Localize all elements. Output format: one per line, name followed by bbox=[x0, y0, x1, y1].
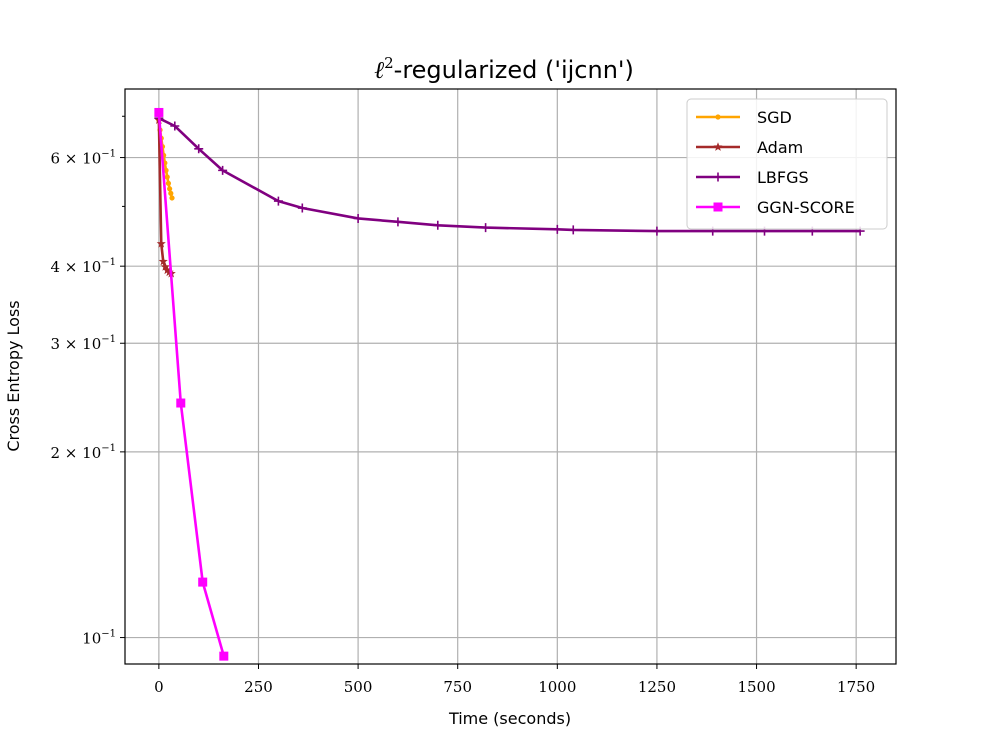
data-point-ggn-score bbox=[176, 398, 186, 408]
data-point-sgd bbox=[164, 174, 170, 180]
data-point-lbfgs bbox=[218, 165, 228, 175]
x-tick-label: 1000 bbox=[538, 678, 576, 696]
legend-entry-lbfgs: LBFGS bbox=[696, 168, 809, 187]
data-point-ggn-score bbox=[198, 577, 208, 587]
data-point-ggn-score bbox=[219, 651, 229, 661]
data-point-lbfgs bbox=[652, 226, 662, 236]
data-point-lbfgs bbox=[552, 224, 562, 234]
legend-marker-ggn-score bbox=[713, 202, 723, 212]
legend-marker-sgd bbox=[715, 114, 721, 120]
data-point-ggn-score bbox=[154, 107, 164, 117]
y-tick-label: 6 × 10−1 bbox=[51, 149, 117, 168]
legend-label-adam: Adam bbox=[757, 138, 803, 157]
data-point-lbfgs bbox=[568, 225, 578, 235]
data-point-adam bbox=[162, 265, 172, 275]
legend-label-ggn-score: GGN-SCORE bbox=[757, 198, 855, 217]
y-tick-label: 2 × 10−1 bbox=[51, 443, 117, 462]
data-point-sgd bbox=[169, 195, 175, 201]
legend-entry-ggn-score: GGN-SCORE bbox=[696, 198, 855, 217]
legend-entries: SGD Adam LBFGS GGN-SCORE bbox=[696, 108, 855, 217]
data-point-sgd bbox=[163, 167, 169, 173]
axes: 0 250 500 750 1000 1250 1500 1750 10−1 2 × 10−1 3 … bbox=[51, 115, 875, 696]
x-tick-label: 1750 bbox=[837, 678, 875, 696]
series-line-ggn-score bbox=[157, 112, 226, 657]
x-tick-label: 500 bbox=[344, 678, 373, 696]
data-point-lbfgs bbox=[194, 144, 204, 154]
legend-label-sgd: SGD bbox=[757, 108, 792, 127]
data-point-lbfgs bbox=[170, 121, 180, 131]
data-point-adam bbox=[160, 262, 170, 271]
y-tick-label: 3 × 10−1 bbox=[51, 334, 117, 353]
legend-box bbox=[686, 98, 888, 230]
legend-entry-adam: Adam bbox=[696, 138, 803, 157]
legend-marker-adam bbox=[713, 142, 723, 151]
x-axis-label: Time (seconds) bbox=[448, 709, 571, 728]
title-text: -regularized ('ijcnn') bbox=[394, 56, 634, 84]
data-point-lbfgs bbox=[393, 217, 403, 227]
data-point-adam bbox=[164, 267, 174, 277]
x-tick-label: 0 bbox=[154, 678, 164, 696]
data-point-adam bbox=[158, 256, 168, 266]
legend-label-lbfgs: LBFGS bbox=[757, 168, 809, 187]
y-tick-label: 4 × 10−1 bbox=[51, 257, 117, 276]
data-point-adam bbox=[156, 238, 166, 248]
legend-marker-lbfgs bbox=[713, 172, 723, 182]
legend: SGD Adam LBFGS GGN-SCORE bbox=[686, 98, 888, 230]
plot-frame bbox=[124, 88, 897, 665]
data-point-sgd bbox=[168, 190, 174, 196]
chart-title: ℓ2-regularized ('ijcnn') bbox=[374, 54, 634, 84]
legend-entry-sgd: SGD bbox=[696, 108, 792, 127]
y-axis-label: Cross Entropy Loss bbox=[4, 300, 23, 451]
title-ell-symbol: ℓ bbox=[374, 56, 384, 84]
data-point-sgd bbox=[167, 186, 173, 192]
data-point-lbfgs bbox=[481, 223, 491, 233]
y-tick-label: 10−1 bbox=[82, 629, 116, 648]
x-tick-label: 1500 bbox=[737, 678, 775, 696]
data-point-lbfgs bbox=[353, 213, 363, 223]
series-ggn-score bbox=[154, 107, 229, 661]
data-series-layer bbox=[154, 107, 865, 661]
x-tick-label: 750 bbox=[443, 678, 472, 696]
x-tick-label: 1250 bbox=[638, 678, 676, 696]
x-tick-label: 250 bbox=[244, 678, 273, 696]
title-superscript: 2 bbox=[384, 54, 394, 72]
data-point-lbfgs bbox=[297, 203, 307, 213]
data-point-sgd bbox=[165, 180, 172, 186]
data-point-lbfgs bbox=[433, 220, 443, 230]
data-point-lbfgs bbox=[273, 196, 283, 206]
